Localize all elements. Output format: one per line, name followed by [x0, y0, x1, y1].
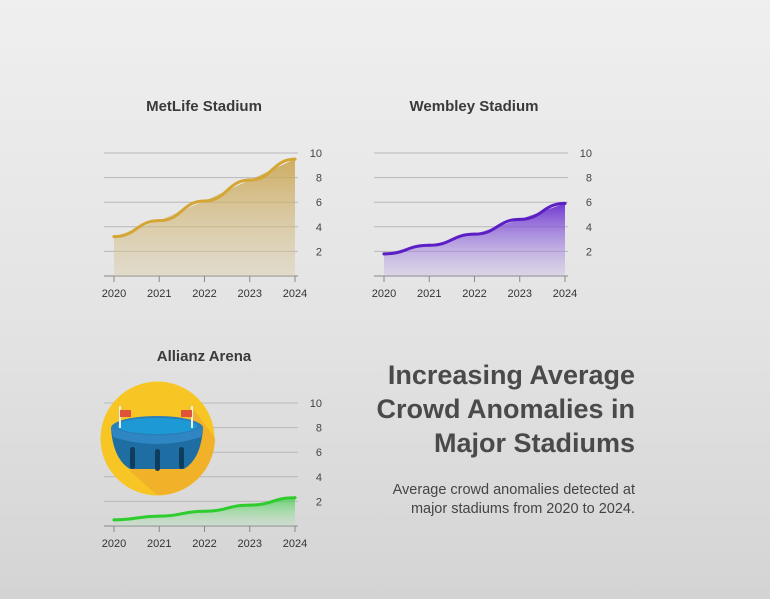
- data-point: [382, 252, 386, 256]
- data-point: [427, 243, 431, 247]
- y-tick-label: 8: [586, 173, 592, 185]
- x-tick-label: 2021: [417, 288, 441, 300]
- y-tick-label: 6: [316, 447, 322, 459]
- y-tick-label: 4: [586, 222, 592, 234]
- y-tick-label: 8: [316, 173, 322, 185]
- x-tick-label: 2020: [102, 538, 126, 550]
- data-point: [473, 232, 476, 236]
- x-tick-label: 2022: [192, 538, 216, 550]
- x-tick-label: 2022: [462, 288, 486, 300]
- data-point: [112, 518, 116, 522]
- area-fill: [114, 159, 295, 276]
- data-point: [157, 219, 161, 223]
- subtitle: Average crowd anomalies detected at majo…: [392, 482, 635, 517]
- x-tick-label: 2024: [553, 288, 577, 300]
- x-tick-label: 2022: [192, 288, 216, 300]
- data-point: [293, 496, 297, 500]
- stadium-icon: [100, 381, 215, 496]
- x-tick-label: 2021: [147, 288, 171, 300]
- y-tick-label: 4: [316, 222, 322, 234]
- chart-0: 2 4 6 8 10 2020 2021 2022 2023 2024: [102, 148, 322, 300]
- x-tick-label: 2020: [372, 288, 396, 300]
- data-point: [248, 503, 252, 507]
- data-point: [518, 217, 522, 221]
- x-tick-label: 2023: [238, 538, 262, 550]
- y-tick-label: 6: [586, 197, 592, 209]
- main-title: Increasing Average Crowd Anomalies in Ma…: [376, 360, 635, 458]
- data-point: [112, 235, 116, 239]
- data-point: [203, 199, 206, 203]
- x-tick-label: 2024: [283, 538, 307, 550]
- x-tick-label: 2024: [283, 288, 307, 300]
- y-tick-label: 8: [316, 423, 322, 435]
- y-tick-label: 10: [580, 148, 592, 160]
- y-tick-label: 10: [310, 398, 322, 410]
- y-tick-label: 2: [316, 496, 322, 508]
- y-tick-label: 2: [586, 246, 592, 258]
- area-fill: [384, 203, 565, 276]
- chart-1: 2 4 6 8 10 2020 2021 2022 2023 2024: [372, 148, 592, 300]
- y-tick-label: 2: [316, 246, 322, 258]
- x-tick-label: 2023: [238, 288, 262, 300]
- chart-title: Allianz Arena: [156, 348, 252, 365]
- y-tick-label: 10: [310, 148, 322, 160]
- x-tick-label: 2020: [102, 288, 126, 300]
- data-point: [563, 201, 567, 205]
- data-point: [248, 178, 252, 182]
- y-tick-label: 6: [316, 197, 322, 209]
- x-tick-label: 2021: [147, 538, 171, 550]
- y-tick-label: 4: [316, 472, 322, 484]
- data-point: [203, 509, 206, 513]
- chart-title: MetLife Stadium: [146, 98, 262, 115]
- chart-title: Wembley Stadium: [409, 98, 539, 115]
- x-tick-label: 2023: [508, 288, 532, 300]
- data-point: [157, 514, 161, 518]
- data-point: [293, 157, 297, 161]
